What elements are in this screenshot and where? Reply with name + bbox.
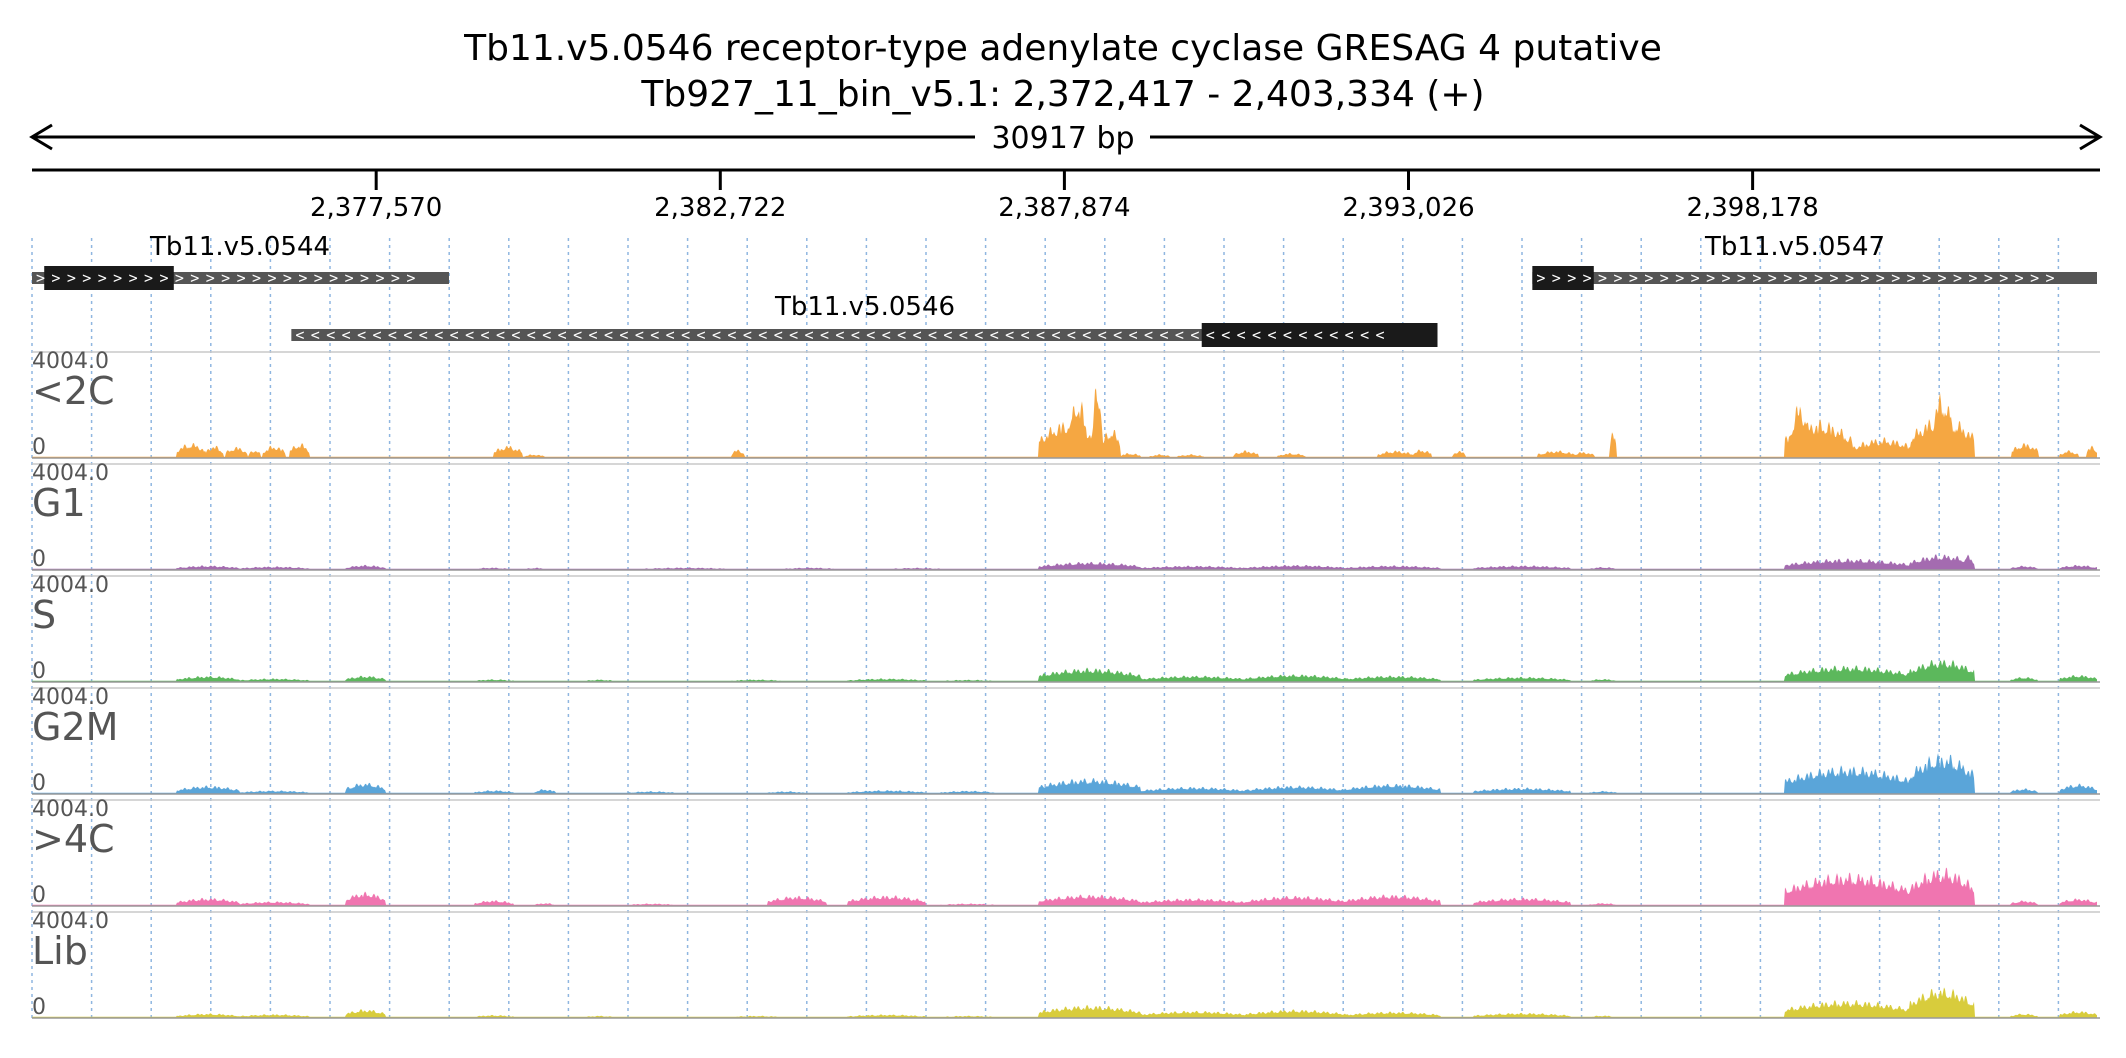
coordinate-ticks: 2,377,570 2,382,722 2,387,874 2,393,026 2,39…: [310, 170, 1819, 223]
coverage-tracks: 4004.0<2C04004.0G104004.0S04004.0G2M0400…: [32, 349, 2100, 1020]
gene-cds-block: [44, 266, 174, 290]
track-name-label: G1: [32, 481, 86, 525]
track-min-label: 0: [32, 547, 46, 572]
track-name-label: <2C: [32, 369, 115, 413]
coverage-area: [32, 987, 2097, 1018]
span-arrow-left-head: [29, 123, 53, 151]
gene-feature: >>>>>>>>>>>>>>>>>>>>>>>>>>>>>>>>>> Tb11.v…: [1532, 232, 2097, 290]
gene-label: Tb11.v5.0547: [1704, 232, 1885, 262]
coverage-track: 4004.0>4C 0: [32, 797, 2100, 908]
tick-label: 2,393,026: [1342, 193, 1474, 223]
span-arrow-right-head: [2079, 123, 2103, 151]
track-max-label: 4004.0: [32, 909, 109, 934]
span-label: 30917 bp: [991, 121, 1134, 156]
coverage-track: 4004.0S 0: [32, 573, 2100, 684]
gene-strand-arrows: <<<<<<<<<<<<<<<<<<<<<<<<<<<<<<<<<<<<<<<<…: [295, 326, 1391, 344]
coverage-track: 4004.0G1 0: [32, 461, 2100, 572]
coverage-track: 4004.0<2C 0: [32, 349, 2100, 460]
gene-strand-arrows: >>>>>>>>>>>>>>>>>>>>>>>>>: [36, 269, 422, 287]
track-min-label: 0: [32, 995, 46, 1020]
track-max-label: 4004.0: [32, 461, 109, 486]
gene-feature: <<<<<<<<<<<<<<<<<<<<<<<<<<<<<<<<<<<<<<<<…: [291, 292, 1438, 347]
chart-subtitle: Tb927_11_bin_v5.1: 2,372,417 - 2,403,334…: [640, 74, 1484, 115]
gene-cds-block: [1201, 323, 1438, 347]
track-max-label: 4004.0: [32, 685, 109, 710]
track-name-label: S: [32, 593, 56, 637]
gene-cds-block: [1532, 266, 1594, 290]
track-name-label: >4C: [32, 817, 115, 861]
gene-track: >>>>>>>>>>>>>>>>>>>>>>>>> Tb11.v5.0544 <<<…: [32, 232, 2097, 347]
coverage-area: [32, 388, 2097, 458]
gene-feature: >>>>>>>>>>>>>>>>>>>>>>>>> Tb11.v5.0544: [32, 232, 449, 290]
track-max-label: 4004.0: [32, 797, 109, 822]
track-min-label: 0: [32, 659, 46, 684]
track-max-label: 4004.0: [32, 573, 109, 598]
gene-utr-bar: [291, 329, 1438, 341]
tick-label: 2,387,874: [998, 193, 1130, 223]
chart-title: Tb11.v5.0546 receptor-type adenylate cyc…: [463, 28, 1662, 69]
gene-label: Tb11.v5.0544: [149, 232, 330, 262]
tick-label: 2,398,178: [1686, 193, 1818, 223]
track-min-label: 0: [32, 435, 46, 460]
span-scale-bar: 30917 bp: [29, 121, 2103, 156]
coverage-area: [32, 867, 2097, 906]
coverage-area: [32, 753, 2097, 794]
gene-strand-arrows: >>>>>>>>>>>>>>>>>>>>>>>>>>>>>>>>>>: [1536, 269, 2061, 287]
coverage-area: [32, 554, 2097, 570]
track-min-label: 0: [32, 883, 46, 908]
track-name-label: G2M: [32, 705, 118, 749]
track-min-label: 0: [32, 771, 46, 796]
gene-label: Tb11.v5.0546: [774, 292, 955, 322]
tick-label: 2,377,570: [310, 193, 442, 223]
tick-label: 2,382,722: [654, 193, 786, 223]
gene-utr-bar: [1532, 272, 2097, 284]
track-max-label: 4004.0: [32, 349, 109, 374]
coverage-area: [32, 659, 2097, 682]
track-name-label: Lib: [32, 929, 88, 973]
